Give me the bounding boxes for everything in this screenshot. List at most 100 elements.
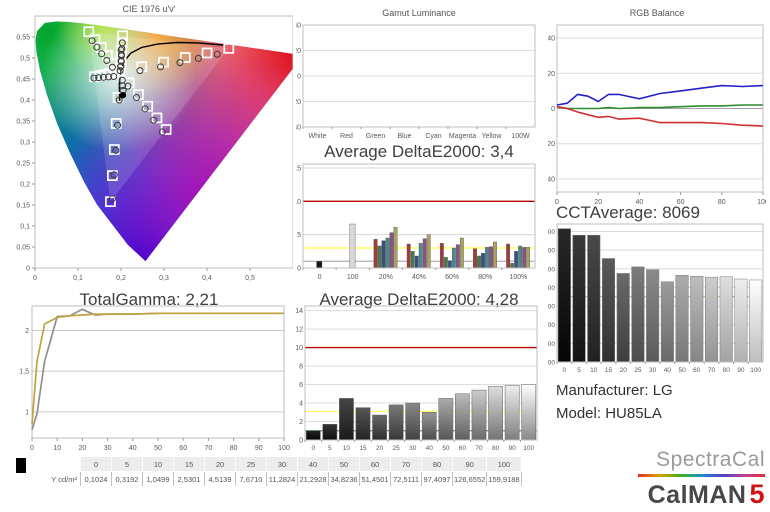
svg-text:10: 10 xyxy=(590,367,598,372)
rgb-balance-chart: 40 20 0 -20 -40 0 20 40 60 80 100 xyxy=(548,24,766,206)
table-column-header: 25 xyxy=(235,456,267,472)
svg-text:40: 40 xyxy=(548,36,555,43)
luminance-value-cell: 7,6710 xyxy=(235,471,267,486)
svg-text:8000: 8000 xyxy=(548,266,555,273)
svg-text:60: 60 xyxy=(459,445,467,452)
svg-text:0,3: 0,3 xyxy=(159,275,169,282)
svg-text:6000: 6000 xyxy=(548,304,555,311)
svg-text:100: 100 xyxy=(523,445,534,452)
svg-text:40: 40 xyxy=(636,199,644,206)
svg-text:40: 40 xyxy=(129,445,137,452)
grayscale-deltae-chart: 0 2 4 6 8 10 12 14 0 5 10 15 20 25 30 40 50 60 70 80 90 100 xyxy=(296,305,538,452)
calman-version: 5 xyxy=(749,479,765,509)
svg-text:Magenta: Magenta xyxy=(449,133,476,140)
svg-text:80%: 80% xyxy=(478,274,492,281)
svg-text:100%: 100% xyxy=(509,274,527,281)
svg-text:Cyan: Cyan xyxy=(425,133,441,140)
luminance-value-cell: 1,0499 xyxy=(142,471,174,486)
svg-text:0: 0 xyxy=(551,106,555,113)
calman-logo-text: CalMAN xyxy=(647,481,747,509)
gamut-deltae-chart: 0 5 10 15 0 100 20% 40% 60% 80% 100% xyxy=(296,163,536,281)
svg-text:0,05: 0,05 xyxy=(16,245,30,252)
gamma-chart: 11,520 10 20 30 40 50 60 70 80 90 100 xyxy=(19,305,290,452)
luminance-value-cell: 4,5139 xyxy=(204,471,236,486)
table-column-header: 15 xyxy=(173,456,205,472)
svg-text:12: 12 xyxy=(296,327,303,334)
svg-text:70: 70 xyxy=(475,445,483,452)
svg-text:-40: -40 xyxy=(548,176,555,183)
table-column-header: 40 xyxy=(297,456,329,472)
gamut-luminance-title: Gamut Luminance xyxy=(382,8,456,18)
luminance-value-cell: 72,5111 xyxy=(390,471,422,486)
luminance-value-cell: 51,4501 xyxy=(359,471,391,486)
model-label: Model: HU85LA xyxy=(556,405,662,422)
luminance-value-cell: 0,1024 xyxy=(80,471,112,486)
svg-text:20: 20 xyxy=(548,71,555,78)
svg-text:0,4: 0,4 xyxy=(202,275,212,282)
svg-text:5: 5 xyxy=(328,445,332,452)
spectracal-logo-underline xyxy=(638,474,765,477)
luminance-value-cell: 34,8236 xyxy=(328,471,360,486)
svg-text:0,2: 0,2 xyxy=(116,275,126,282)
svg-text:0: 0 xyxy=(311,445,315,452)
svg-text:4: 4 xyxy=(299,401,303,408)
svg-text:0: 0 xyxy=(30,445,34,452)
svg-text:2: 2 xyxy=(299,419,303,426)
gamut-deltae-title: Average DeltaE2000: 3,4 xyxy=(324,142,514,161)
table-column-header: 0 xyxy=(80,456,112,472)
svg-text:0: 0 xyxy=(297,74,301,81)
svg-text:0: 0 xyxy=(297,266,301,273)
svg-text:1,5: 1,5 xyxy=(19,369,29,376)
total-gamma-title: TotalGamma: 2,21 xyxy=(79,290,219,309)
luminance-value-cell: 159,9188 xyxy=(486,471,522,486)
spectracal-logo: SpectraCal xyxy=(656,448,765,471)
svg-text:80: 80 xyxy=(718,199,726,206)
svg-text:-40: -40 xyxy=(296,125,301,132)
svg-text:15: 15 xyxy=(296,166,301,173)
svg-text:6: 6 xyxy=(299,382,303,389)
svg-text:8: 8 xyxy=(299,364,303,371)
svg-text:-20: -20 xyxy=(548,141,555,148)
table-column-header: 60 xyxy=(359,456,391,472)
svg-text:0,35: 0,35 xyxy=(16,119,30,126)
svg-text:0,45: 0,45 xyxy=(16,77,30,84)
svg-text:3000: 3000 xyxy=(548,360,555,367)
svg-text:40: 40 xyxy=(426,445,434,452)
svg-text:0,2: 0,2 xyxy=(20,182,30,189)
svg-text:80: 80 xyxy=(492,445,500,452)
svg-text:20: 20 xyxy=(296,48,301,55)
svg-text:Yellow: Yellow xyxy=(482,133,503,140)
svg-text:0,4: 0,4 xyxy=(20,98,30,105)
svg-text:25: 25 xyxy=(634,367,642,372)
cct-average-title: CCTAverage: 8069 xyxy=(556,203,700,222)
svg-text:0,1: 0,1 xyxy=(20,224,30,231)
svg-text:70: 70 xyxy=(708,367,716,372)
svg-text:30: 30 xyxy=(649,367,657,372)
svg-text:0: 0 xyxy=(299,438,303,445)
svg-text:0,15: 0,15 xyxy=(16,203,30,210)
svg-text:100: 100 xyxy=(750,367,761,372)
luminance-value-cell: 2,5301 xyxy=(173,471,205,486)
table-column-header: 20 xyxy=(204,456,236,472)
svg-text:0,3: 0,3 xyxy=(20,140,30,147)
svg-text:7000: 7000 xyxy=(548,285,555,292)
svg-text:0,25: 0,25 xyxy=(16,161,30,168)
svg-text:1: 1 xyxy=(25,409,29,416)
svg-text:40: 40 xyxy=(664,367,672,372)
svg-text:10: 10 xyxy=(343,445,351,452)
svg-text:10: 10 xyxy=(53,445,61,452)
svg-text:0: 0 xyxy=(555,199,559,206)
svg-text:10000: 10000 xyxy=(548,229,555,236)
svg-text:Green: Green xyxy=(366,133,386,140)
svg-text:40%: 40% xyxy=(412,274,426,281)
luminance-value-cell: 97,4097 xyxy=(421,471,453,486)
cie-chart-title: CIE 1976 u'v' xyxy=(122,4,176,14)
svg-text:70: 70 xyxy=(205,445,213,452)
svg-text:100: 100 xyxy=(347,274,359,281)
svg-text:0,5: 0,5 xyxy=(20,56,30,63)
svg-text:50: 50 xyxy=(678,367,686,372)
svg-text:0,55: 0,55 xyxy=(16,35,30,42)
svg-text:60%: 60% xyxy=(445,274,459,281)
